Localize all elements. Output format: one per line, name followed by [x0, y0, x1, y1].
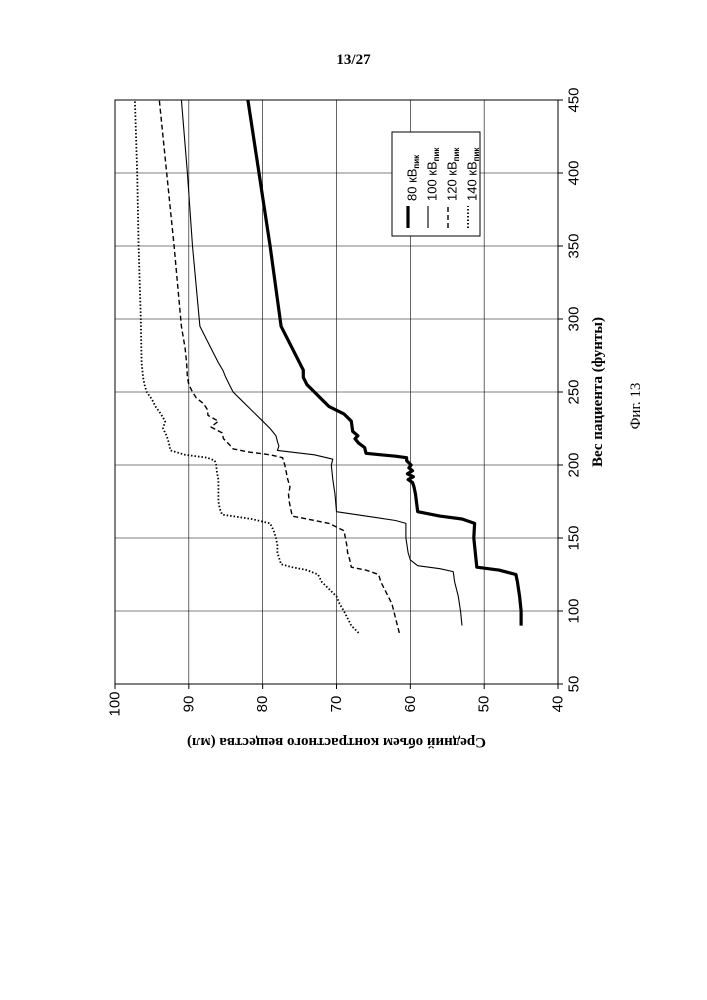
- legend-label-sub: пик: [432, 147, 441, 162]
- x-tick-label: 100: [566, 598, 583, 623]
- y-tick-label: 100: [107, 691, 124, 716]
- tick-labels: 50 100 150 200 250 300 350 400 450 40 50 60 70 80 90 10…: [107, 87, 583, 716]
- x-axis-title: Вес пациента (фунты): [590, 317, 606, 467]
- y-tick-label: 70: [328, 696, 345, 713]
- figure-caption: Фиг. 13: [628, 383, 644, 430]
- x-tick-label: 50: [566, 676, 583, 693]
- x-tick-label: 450: [566, 87, 583, 112]
- legend: 80 кВпик100 кВпик120 кВпик140 кВпик: [392, 132, 481, 236]
- x-tick-label: 300: [566, 306, 583, 331]
- y-tick-label: 80: [254, 696, 271, 713]
- x-tick-label: 350: [566, 233, 583, 258]
- legend-label-sub: пик: [472, 147, 481, 162]
- legend-label-sub: пик: [452, 147, 461, 162]
- y-tick-label: 60: [402, 696, 419, 713]
- x-tick-label: 150: [566, 525, 583, 550]
- x-tick-label: 200: [566, 452, 583, 477]
- x-tick-label: 400: [566, 160, 583, 185]
- y-tick-label: 90: [180, 696, 197, 713]
- series-line-4: [135, 100, 359, 633]
- y-tick-label: 40: [550, 696, 567, 713]
- x-tick-label: 250: [566, 379, 583, 404]
- y-tick-label: 50: [476, 696, 493, 713]
- series-line-3: [159, 100, 399, 633]
- y-axis-title: Средний объем контрастного вещества (мл): [187, 734, 486, 750]
- legend-label-sub: пик: [412, 154, 421, 169]
